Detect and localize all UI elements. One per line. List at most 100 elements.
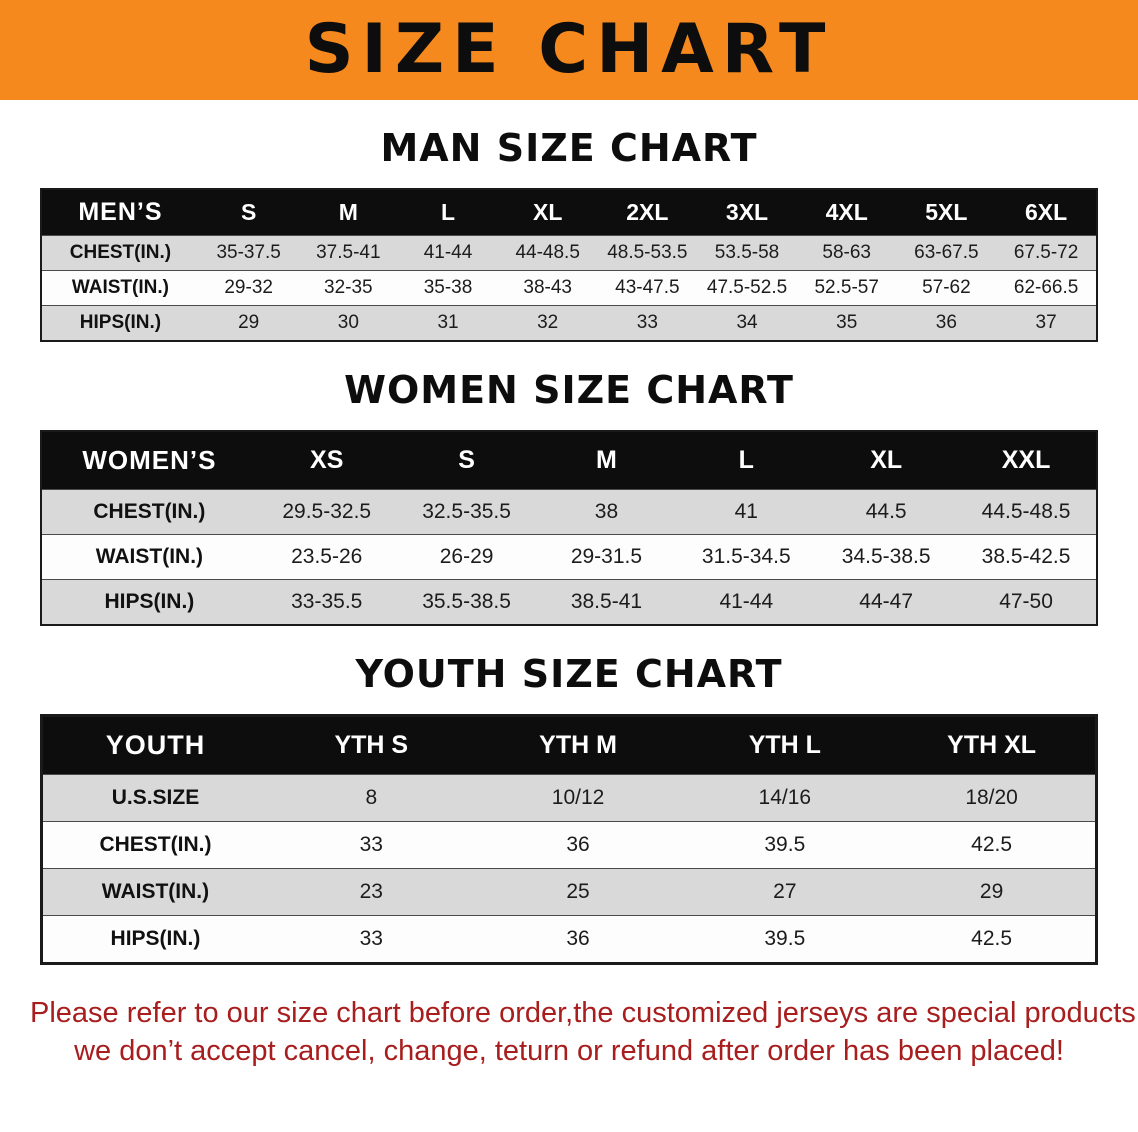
table-row: CHEST(IN.) 35-37.5 37.5-41 41-44 44-48.5 48.5… bbox=[42, 235, 1096, 271]
size-header-cell: YTH L bbox=[748, 731, 821, 759]
data-cell: 67.5-72 bbox=[1013, 242, 1079, 263]
youth-size-chart-section: YOUTH SIZE CHART YOUTH YTH S YTH M YTH L YTH… bbox=[0, 652, 1138, 965]
data-cell: 38-43 bbox=[523, 277, 572, 298]
data-cell: 35.5-38.5 bbox=[422, 590, 511, 613]
row-label: U.S.SIZE bbox=[111, 786, 200, 809]
table-header-row: YOUTH YTH S YTH M YTH L YTH XL bbox=[43, 717, 1095, 775]
row-label: WAIST(IN.) bbox=[71, 277, 169, 298]
data-cell: 44-47 bbox=[859, 590, 914, 613]
order-disclaimer: Please refer to our size chart before or… bbox=[30, 995, 1138, 1070]
size-header-cell: 3XL bbox=[725, 199, 769, 225]
row-label: WAIST(IN.) bbox=[95, 545, 204, 568]
data-cell: 42.5 bbox=[971, 833, 1013, 856]
data-cell: 63-67.5 bbox=[914, 242, 979, 263]
data-cell: 37 bbox=[1035, 312, 1057, 333]
size-header-cell: YTH M bbox=[539, 731, 617, 759]
size-header-cell: YTH S bbox=[334, 731, 409, 759]
data-cell: 32.5-35.5 bbox=[422, 500, 511, 523]
data-cell: 25 bbox=[566, 880, 590, 903]
data-cell: 26-29 bbox=[439, 545, 494, 568]
size-header-cell: 2XL bbox=[626, 199, 669, 225]
table-row: CHEST(IN.) 29.5-32.5 32.5-35.5 38 41 44.5 44.5… bbox=[42, 489, 1096, 535]
data-cell: 33 bbox=[359, 833, 383, 856]
data-cell: 52.5-57 bbox=[814, 277, 879, 298]
table-row: U.S.SIZE 8 10/12 14/16 18/20 bbox=[43, 774, 1095, 822]
data-cell: 29-31.5 bbox=[570, 545, 643, 568]
size-header-cell: XS bbox=[310, 446, 344, 474]
row-label: CHEST(IN.) bbox=[93, 500, 206, 523]
data-cell: 29-32 bbox=[224, 277, 273, 298]
data-cell: 47-50 bbox=[999, 590, 1053, 613]
size-header-cell: 6XL bbox=[1025, 199, 1068, 225]
disclaimer-line-1: Please refer to our size chart before or… bbox=[30, 997, 1138, 1029]
row-label: WAIST(IN.) bbox=[101, 880, 210, 903]
data-cell: 35-38 bbox=[423, 277, 473, 298]
data-cell: 29 bbox=[238, 312, 260, 333]
data-cell: 30 bbox=[337, 312, 359, 333]
size-header-cell: YTH XL bbox=[947, 731, 1037, 759]
row-label: CHEST(IN.) bbox=[99, 833, 212, 856]
women-size-chart-section: WOMEN SIZE CHART WOMEN’S XS S M L XL XXL CHEST(… bbox=[0, 368, 1138, 626]
data-cell: 42.5 bbox=[971, 927, 1013, 950]
man-section-heading: MAN SIZE CHART bbox=[380, 126, 758, 170]
data-cell: 47.5-52.5 bbox=[706, 277, 788, 298]
size-table: YOUTH YTH S YTH M YTH L YTH XL U.S.SIZE 8 10/12… bbox=[43, 717, 1095, 962]
data-cell: 62-66.5 bbox=[1013, 277, 1079, 298]
data-cell: 29.5-32.5 bbox=[282, 500, 372, 523]
size-chart-banner: SIZE CHART bbox=[0, 0, 1138, 100]
data-cell: 36 bbox=[935, 312, 957, 333]
table-row: WAIST(IN.) 29-32 32-35 35-38 38-43 43-47.5 47.… bbox=[42, 270, 1096, 306]
data-cell: 38 bbox=[594, 500, 619, 523]
data-cell: 29 bbox=[979, 880, 1004, 903]
data-cell: 41-44 bbox=[719, 590, 774, 613]
data-cell: 23.5-26 bbox=[291, 545, 363, 568]
data-cell: 58-63 bbox=[822, 242, 871, 263]
data-cell: 53.5-58 bbox=[714, 242, 780, 263]
table-row: HIPS(IN.) 33-35.5 35.5-38.5 38.5-41 41-44 44-… bbox=[42, 579, 1096, 624]
size-header-cell: M bbox=[596, 446, 617, 474]
size-header-cell: L bbox=[440, 199, 456, 225]
data-cell: 38.5-41 bbox=[570, 590, 643, 613]
data-cell: 44.5 bbox=[865, 500, 907, 523]
row-label: HIPS(IN.) bbox=[110, 927, 201, 950]
table-row: HIPS(IN.) 33 36 39.5 42.5 bbox=[43, 915, 1095, 962]
data-cell: 32 bbox=[537, 312, 559, 333]
data-cell: 44-48.5 bbox=[515, 242, 580, 263]
data-cell: 31 bbox=[437, 312, 459, 333]
man-size-chart-section: MAN SIZE CHART MEN’S S M L XL 2XL 3XL 4XL 5XL 6XL… bbox=[0, 126, 1138, 342]
data-cell: 39.5 bbox=[764, 833, 806, 856]
data-cell: 43-47.5 bbox=[615, 277, 680, 298]
data-cell: 41-44 bbox=[423, 242, 473, 263]
table-row: WAIST(IN.) 23.5-26 26-29 29-31.5 31.5-34.5 34… bbox=[42, 534, 1096, 580]
table-row: HIPS(IN.) 29 30 31 32 33 34 35 36 37 bbox=[42, 305, 1096, 340]
data-cell: 8 bbox=[365, 786, 378, 809]
size-header-cell: 5XL bbox=[925, 199, 968, 225]
table-row: WAIST(IN.) 23 25 27 29 bbox=[43, 868, 1095, 916]
table-title-cell: MEN’S bbox=[78, 198, 163, 226]
youth-size-table: YOUTH YTH S YTH M YTH L YTH XL U.S.SIZE 8 10/12… bbox=[40, 714, 1098, 965]
data-cell: 35-37.5 bbox=[216, 242, 281, 263]
women-section-heading: WOMEN SIZE CHART bbox=[344, 368, 794, 412]
man-size-table: MEN’S S M L XL 2XL 3XL 4XL 5XL 6XL CHEST(IN.) 35-37… bbox=[40, 188, 1098, 342]
row-label: HIPS(IN.) bbox=[79, 312, 162, 333]
data-cell: 35 bbox=[836, 312, 858, 333]
data-cell: 48.5-53.5 bbox=[607, 242, 688, 263]
data-cell: 27 bbox=[773, 880, 797, 903]
size-header-cell: S bbox=[240, 199, 257, 225]
data-cell: 10/12 bbox=[551, 786, 605, 809]
data-cell: 38.5-42.5 bbox=[981, 545, 1071, 568]
banner-title: SIZE CHART bbox=[304, 10, 834, 89]
size-header-cell: S bbox=[458, 446, 475, 474]
data-cell: 31.5-34.5 bbox=[701, 545, 791, 568]
size-header-cell: XL bbox=[532, 199, 563, 225]
youth-section-heading: YOUTH SIZE CHART bbox=[355, 652, 783, 696]
data-cell: 36 bbox=[566, 927, 590, 950]
size-header-cell: M bbox=[338, 199, 358, 225]
disclaimer-line-2: we don’t accept cancel, change, teturn o… bbox=[74, 1034, 1064, 1067]
data-cell: 34.5-38.5 bbox=[841, 545, 931, 568]
data-cell: 33-35.5 bbox=[291, 590, 363, 613]
data-cell: 36 bbox=[566, 833, 590, 856]
table-title-cell: YOUTH bbox=[105, 730, 206, 760]
table-header-row: WOMEN’S XS S M L XL XXL bbox=[42, 432, 1096, 490]
data-cell: 14/16 bbox=[758, 786, 812, 809]
